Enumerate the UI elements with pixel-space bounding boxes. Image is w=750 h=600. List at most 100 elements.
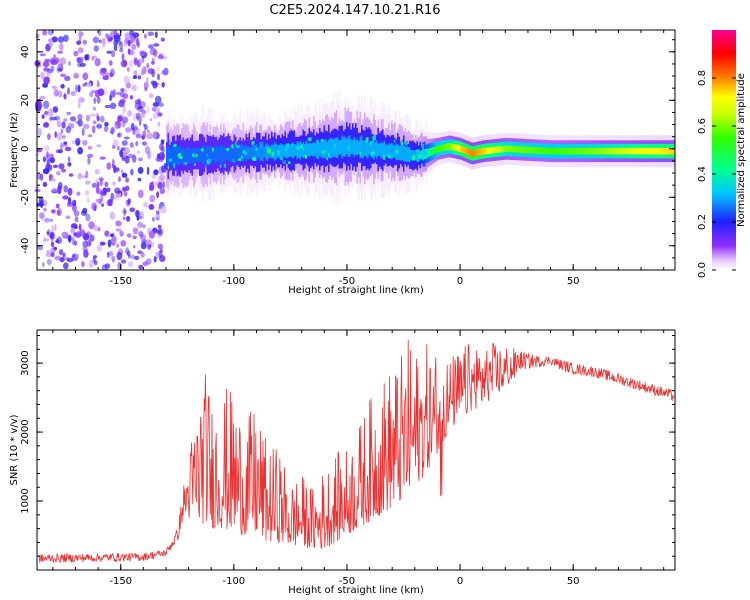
noise-blob (117, 146, 120, 151)
noise-blob (57, 36, 65, 43)
noise-blob (155, 251, 159, 259)
noise-blob (50, 252, 55, 258)
band-column (427, 149, 429, 158)
noise-blob (101, 264, 109, 271)
band-column (434, 146, 437, 154)
noise-blob (87, 134, 93, 138)
noise-blob (128, 60, 133, 68)
noise-blob (62, 144, 68, 148)
noise-blob (45, 251, 52, 258)
band-column (290, 144, 293, 157)
noise-blob (86, 197, 91, 204)
noise-blob (113, 34, 121, 43)
x-tick-label: 50 (567, 276, 580, 287)
band-column (481, 148, 483, 155)
noise-blob (72, 225, 79, 229)
noise-blob (152, 102, 159, 107)
noise-blob (66, 257, 74, 263)
noise-blob (144, 33, 147, 39)
noise-blob (67, 122, 75, 129)
noise-blob (48, 173, 52, 182)
noise-blob (68, 173, 74, 177)
noise-blob (110, 68, 115, 77)
noise-blob (57, 67, 63, 72)
band-column (646, 147, 648, 155)
noise-blob (71, 236, 75, 246)
band-column (587, 147, 590, 155)
noise-blob (106, 50, 112, 54)
noise-blob (91, 182, 97, 188)
band-column (283, 145, 285, 157)
band-column (446, 143, 449, 151)
noise-blob (51, 209, 56, 214)
noise-blob (120, 240, 127, 247)
noise-blob (116, 251, 123, 261)
noise-blob (108, 60, 113, 66)
band-column (649, 147, 651, 155)
band-column (341, 135, 344, 159)
noise-blob (60, 128, 64, 134)
band-column (416, 149, 419, 163)
band-column (604, 147, 606, 155)
x-tick-label: -150 (109, 576, 132, 587)
band-column (251, 144, 254, 161)
noise-blob (60, 73, 66, 78)
noise-blob (85, 114, 90, 122)
noise-blob (39, 53, 46, 57)
band-column (502, 145, 504, 153)
band-column (293, 144, 296, 157)
noise-blob (149, 118, 153, 122)
noise-blob (120, 59, 128, 68)
noise-blob (99, 156, 106, 160)
noise-blob (139, 50, 146, 57)
noise-blob (38, 102, 43, 109)
noise-blob (42, 156, 47, 163)
band-column (380, 141, 383, 159)
band-column (545, 147, 548, 155)
band-column (217, 147, 219, 162)
noise-blob (120, 169, 124, 175)
band-column (412, 149, 414, 161)
noise-blob (65, 126, 72, 134)
noise-blob (90, 234, 95, 242)
noise-blob (96, 97, 101, 104)
band-blob (173, 143, 178, 148)
band-column (451, 143, 453, 151)
band-column (532, 146, 534, 154)
noise-blob (56, 171, 61, 176)
band-column (572, 147, 575, 155)
band-column (346, 138, 348, 155)
band-column (202, 144, 204, 165)
band-column (184, 148, 186, 163)
band-column (610, 147, 612, 155)
noise-blob (47, 29, 54, 36)
noise-blob (151, 60, 155, 65)
noise-blob (131, 84, 137, 92)
noise-blob (59, 257, 65, 263)
band-column (271, 144, 273, 160)
noise-blob (103, 87, 108, 96)
band-column (275, 143, 278, 160)
band-column (238, 146, 240, 161)
band-column (601, 147, 603, 155)
noise-blob (123, 191, 128, 197)
band-column (623, 147, 626, 155)
noise-blob (87, 156, 91, 165)
noise-blob (57, 50, 63, 54)
noise-blob (110, 192, 114, 202)
noise-blob (135, 140, 139, 147)
band-column (671, 147, 674, 155)
noise-blob (48, 38, 54, 47)
noise-blob (43, 122, 50, 128)
noise-blob (151, 68, 155, 78)
band-column (418, 148, 420, 162)
noise-blob (82, 83, 86, 87)
band-column (233, 144, 236, 163)
band-column (326, 142, 329, 155)
band-column (491, 147, 494, 154)
noise-blob (126, 67, 130, 72)
noise-blob (75, 137, 81, 145)
noise-blob (54, 255, 61, 261)
noise-blob (46, 259, 52, 265)
band-column (535, 147, 537, 154)
